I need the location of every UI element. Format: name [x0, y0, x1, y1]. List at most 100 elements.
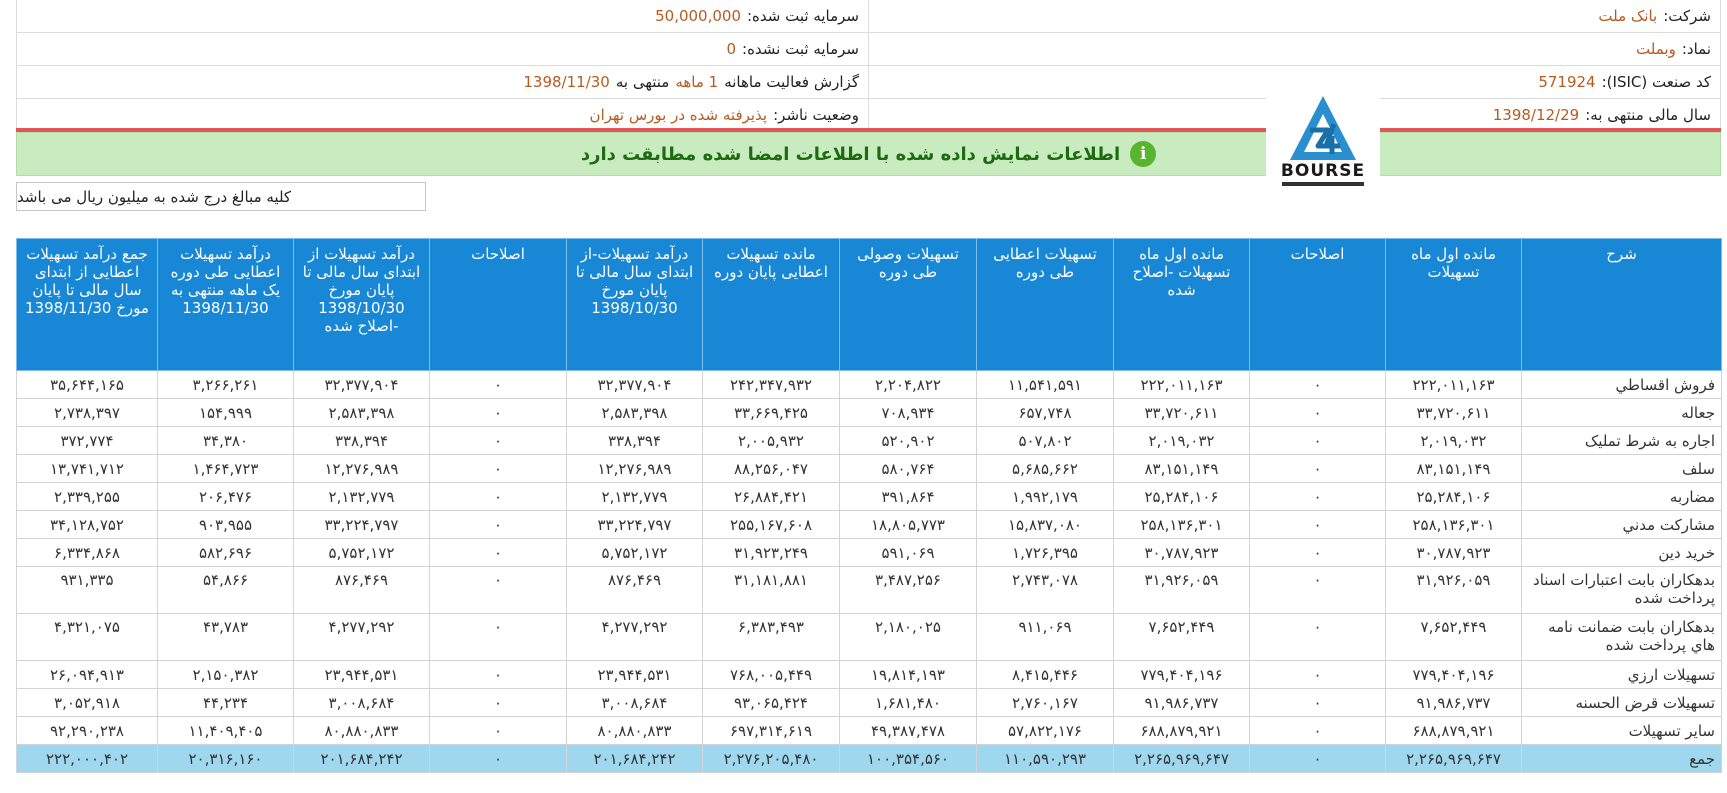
table-row: جعاله ۳۳,۷۲۰,۶۱۱ ۰ ۳۳,۷۲۰,۶۱۱ ۶۵۷,۷۴۸ ۷۰۸,۹۳۴…: [16, 398, 1722, 427]
table-cell: ۲۰۱,۶۸۴,۲۴۲: [293, 744, 430, 773]
company-value: بانک ملت: [1598, 7, 1658, 25]
symbol-label: نماد:: [1681, 40, 1711, 58]
symbol-value: وبملت: [1636, 40, 1676, 58]
table-cell: ۳۳,۲۲۴,۷۹۷: [566, 510, 703, 539]
table-row: سلف ۸۳,۱۵۱,۱۴۹ ۰ ۸۳,۱۵۱,۱۴۹ ۵,۶۸۵,۶۶۲ ۵۸۰,۷۶۴…: [16, 454, 1722, 483]
table-cell: ۲,۱۳۲,۷۷۹: [293, 482, 430, 511]
report-date[interactable]: 1398/11/30: [523, 73, 610, 91]
table-body: فروش اقساطي ۲۲۲,۰۱۱,۱۶۳ ۰ ۲۲۲,۰۱۱,۱۶۳ ۱۱,۵۴۱…: [16, 370, 1722, 773]
table-cell: ۲۳,۹۴۴,۵۳۱: [293, 660, 430, 689]
table-cell: ۳۰,۷۸۷,۹۲۳: [1385, 538, 1522, 567]
table-cell: ۰: [1249, 566, 1386, 614]
table-cell: ۲,۲۶۵,۹۶۹,۶۴۷: [1113, 744, 1250, 773]
company-cell: شرکت: بانک ملت: [868, 0, 1721, 32]
table-cell: ۶۸۸,۸۷۹,۹۲۱: [1385, 716, 1522, 745]
table-cell: ۸۷۶,۴۶۹: [293, 566, 430, 614]
table-cell: ۲,۰۱۹,۰۳۲: [1113, 426, 1250, 455]
table-cell: ۲۳,۹۴۴,۵۳۱: [566, 660, 703, 689]
column-header: اصلاحات: [429, 238, 567, 371]
notice-text: اطلاعات نمایش داده شده با اطلاعات امضا ش…: [580, 143, 1121, 165]
column-header: درآمد تسهیلات از ابتدای سال مالی تا پایا…: [293, 238, 430, 371]
table-cell: ۰: [429, 566, 567, 614]
row-label: ساير تسهيلات: [1521, 716, 1722, 745]
table-cell: ۷۶۸,۰۰۵,۴۴۹: [702, 660, 840, 689]
table-cell: ۰: [429, 398, 567, 427]
company-info: شرکت: بانک ملت سرمایه ثبت شده: 50,000,00…: [16, 0, 1721, 132]
table-cell: ۶۵۷,۷۴۸: [976, 398, 1114, 427]
table-cell: ۲۰۶,۴۷۶: [157, 482, 294, 511]
table-cell: ۰: [429, 716, 567, 745]
table-cell: ۱۱۰,۵۹۰,۲۹۳: [976, 744, 1114, 773]
table-cell: ۲,۱۳۲,۷۷۹: [566, 482, 703, 511]
isic-label: کد صنعت (ISIC):: [1601, 73, 1711, 91]
row-label: اجاره به شرط تمليک: [1521, 426, 1722, 455]
table-cell: ۵۴,۸۶۶: [157, 566, 294, 614]
table-cell: ۸۳,۱۵۱,۱۴۹: [1113, 454, 1250, 483]
row-label: مضاربه: [1521, 482, 1722, 511]
table-cell: ۷۷۹,۴۰۴,۱۹۶: [1385, 660, 1522, 689]
unregistered-capital-cell: سرمایه ثبت نشده: 0: [16, 33, 868, 65]
table-cell: ۱,۷۲۶,۳۹۵: [976, 538, 1114, 567]
table-cell: ۸۰,۸۸۰,۸۳۳: [293, 716, 430, 745]
table-cell: ۱۵۴,۹۹۹: [157, 398, 294, 427]
table-cell: ۳۴,۳۸۰: [157, 426, 294, 455]
table-cell: ۲,۲۰۴,۸۲۲: [839, 370, 977, 399]
table-cell: ۳۵,۶۴۴,۱۶۵: [16, 370, 158, 399]
bourse-logo-mark: BOURSE: [1281, 96, 1365, 186]
table-cell: ۰: [1249, 510, 1386, 539]
table-cell: ۰: [1249, 482, 1386, 511]
total-row: جمع ۲,۲۶۵,۹۶۹,۶۴۷ ۰ ۲,۲۶۵,۹۶۹,۶۴۷ ۱۱۰,۵۹۰,۲۹…: [16, 744, 1722, 773]
table-cell: ۳۳,۷۲۰,۶۱۱: [1385, 398, 1522, 427]
table-cell: ۳۳۸,۳۹۴: [293, 426, 430, 455]
fiscal-label: سال مالی منتهی به:: [1585, 106, 1711, 124]
table-cell: ۲۵,۲۸۴,۱۰۶: [1385, 482, 1522, 511]
table-cell: ۲۵,۲۸۴,۱۰۶: [1113, 482, 1250, 511]
table-cell: ۰: [429, 613, 567, 661]
registered-capital-label: سرمایه ثبت شده:: [747, 7, 859, 25]
table-cell: ۰: [429, 744, 567, 773]
column-header: اصلاحات: [1249, 238, 1386, 371]
report-period: 1 ماهه: [675, 73, 719, 91]
table-row: بدهکاران بابت اعتبارات اسناد پرداخت شده ۳…: [16, 566, 1722, 614]
header-divider: [16, 128, 1721, 132]
registered-capital-cell: سرمایه ثبت شده: 50,000,000: [16, 0, 868, 32]
table-cell: ۱۲,۲۷۶,۹۸۹: [566, 454, 703, 483]
table-cell: ۹۲,۲۹۰,۲۳۸: [16, 716, 158, 745]
table-cell: ۶,۳۳۴,۸۶۸: [16, 538, 158, 567]
table-cell: ۹۳,۰۶۵,۴۲۴: [702, 688, 840, 717]
table-cell: ۰: [429, 482, 567, 511]
table-cell: ۳۳,۲۲۴,۷۹۷: [293, 510, 430, 539]
table-cell: ۲,۱۵۰,۳۸۲: [157, 660, 294, 689]
row-label: خريد دين: [1521, 538, 1722, 567]
info-icon: i: [1130, 141, 1157, 167]
table-cell: ۲۰۱,۶۸۴,۲۴۲: [566, 744, 703, 773]
table-cell: ۵۰۷,۸۰۲: [976, 426, 1114, 455]
column-header: شرح: [1521, 238, 1722, 371]
row-label: بدهکاران بابت اعتبارات اسناد پرداخت شده: [1521, 566, 1722, 614]
table-cell: ۰: [429, 426, 567, 455]
table-cell: ۹۰۳,۹۵۵: [157, 510, 294, 539]
table-cell: ۳۳۸,۳۹۴: [566, 426, 703, 455]
table-cell: ۰: [429, 370, 567, 399]
table-cell: ۸۸,۲۵۶,۰۴۷: [702, 454, 840, 483]
table-cell: ۲۰,۳۱۶,۱۶۰: [157, 744, 294, 773]
table-cell: ۳۱,۱۸۱,۸۸۱: [702, 566, 840, 614]
info-row: کد صنعت (ISIC): 571924 گزارش فعالیت ماها…: [16, 66, 1721, 99]
table-cell: ۰: [429, 538, 567, 567]
table-cell: ۰: [429, 510, 567, 539]
row-label: سلف: [1521, 454, 1722, 483]
table-cell: ۰: [1249, 370, 1386, 399]
logo-brand: BOURSE: [1281, 161, 1365, 181]
table-cell: ۳,۰۵۲,۹۱۸: [16, 688, 158, 717]
publisher-status-label: وضعیت ناشر:: [773, 106, 859, 124]
table-cell: ۰: [1249, 426, 1386, 455]
table-cell: ۰: [429, 660, 567, 689]
table-cell: ۲,۰۰۵,۹۳۲: [702, 426, 840, 455]
table-cell: ۸۰,۸۸۰,۸۳۳: [566, 716, 703, 745]
table-cell: ۲۲۲,۰۰۰,۴۰۲: [16, 744, 158, 773]
table-cell: ۲,۳۳۹,۲۵۵: [16, 482, 158, 511]
table-cell: ۰: [429, 454, 567, 483]
table-row: تسهيلات قرض الحسنه ۹۱,۹۸۶,۷۳۷ ۰ ۹۱,۹۸۶,۷۳۷ ۲…: [16, 688, 1722, 717]
table-cell: ۰: [1249, 744, 1386, 773]
